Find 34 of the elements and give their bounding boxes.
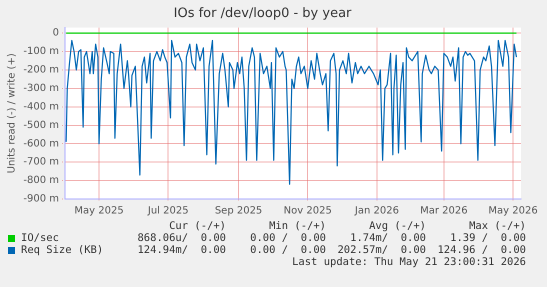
x-tick-label: Sep 2025 — [214, 206, 262, 217]
y-tick-label: -600 m — [23, 138, 59, 150]
text: 0.00 / 0.00 — [249, 232, 326, 244]
y-tick-label: -700 m — [23, 156, 59, 168]
y-tick-label: -400 m — [23, 101, 59, 112]
text: 124.96 / 0.00 — [436, 244, 526, 256]
text: 0.00 / 0.00 — [249, 244, 326, 256]
text: Min (-/+) — [268, 220, 326, 232]
y-tick-label: 0 — [52, 28, 59, 39]
x-tick-label: Jan 2026 — [354, 206, 399, 217]
y-tick-label: -900 m — [23, 194, 59, 205]
chart-title: IOs for /dev/loop0 - by year — [174, 6, 352, 22]
text: 1.39 / 0.00 — [449, 232, 526, 244]
x-tick-label: Mar 2026 — [420, 206, 468, 217]
legend-label: IO/sec — [21, 232, 60, 244]
x-tick-label: Nov 2025 — [284, 206, 332, 217]
x-tick-label: Jul 2025 — [146, 206, 189, 217]
y-tick-label: -200 m — [23, 64, 59, 76]
text: Cur (-/+) — [168, 220, 226, 232]
text: 202.57m/ 0.00 — [336, 244, 426, 256]
text: Last update: Thu May 21 23:00:31 2026 — [291, 256, 526, 268]
x-tick-label: May 2025 — [74, 206, 124, 217]
legend-label: Req Size (KB) — [21, 244, 104, 256]
y-tick-label: -100 m — [23, 46, 59, 58]
text: 1.74m/ 0.00 — [349, 232, 426, 244]
x-tick-label: May 2026 — [488, 206, 538, 217]
y-tick-label: -300 m — [23, 83, 59, 94]
text: Max (-/+) — [468, 220, 526, 232]
y-tick-label: -800 m — [23, 175, 59, 186]
y-axis-title: Units read (-) / write (+) — [6, 53, 18, 174]
y-tick-label: -500 m — [23, 120, 59, 131]
text: 868.06u/ 0.00 — [136, 232, 226, 244]
text: Avg (-/+) — [368, 220, 426, 232]
text: 124.94m/ 0.00 — [136, 244, 226, 256]
